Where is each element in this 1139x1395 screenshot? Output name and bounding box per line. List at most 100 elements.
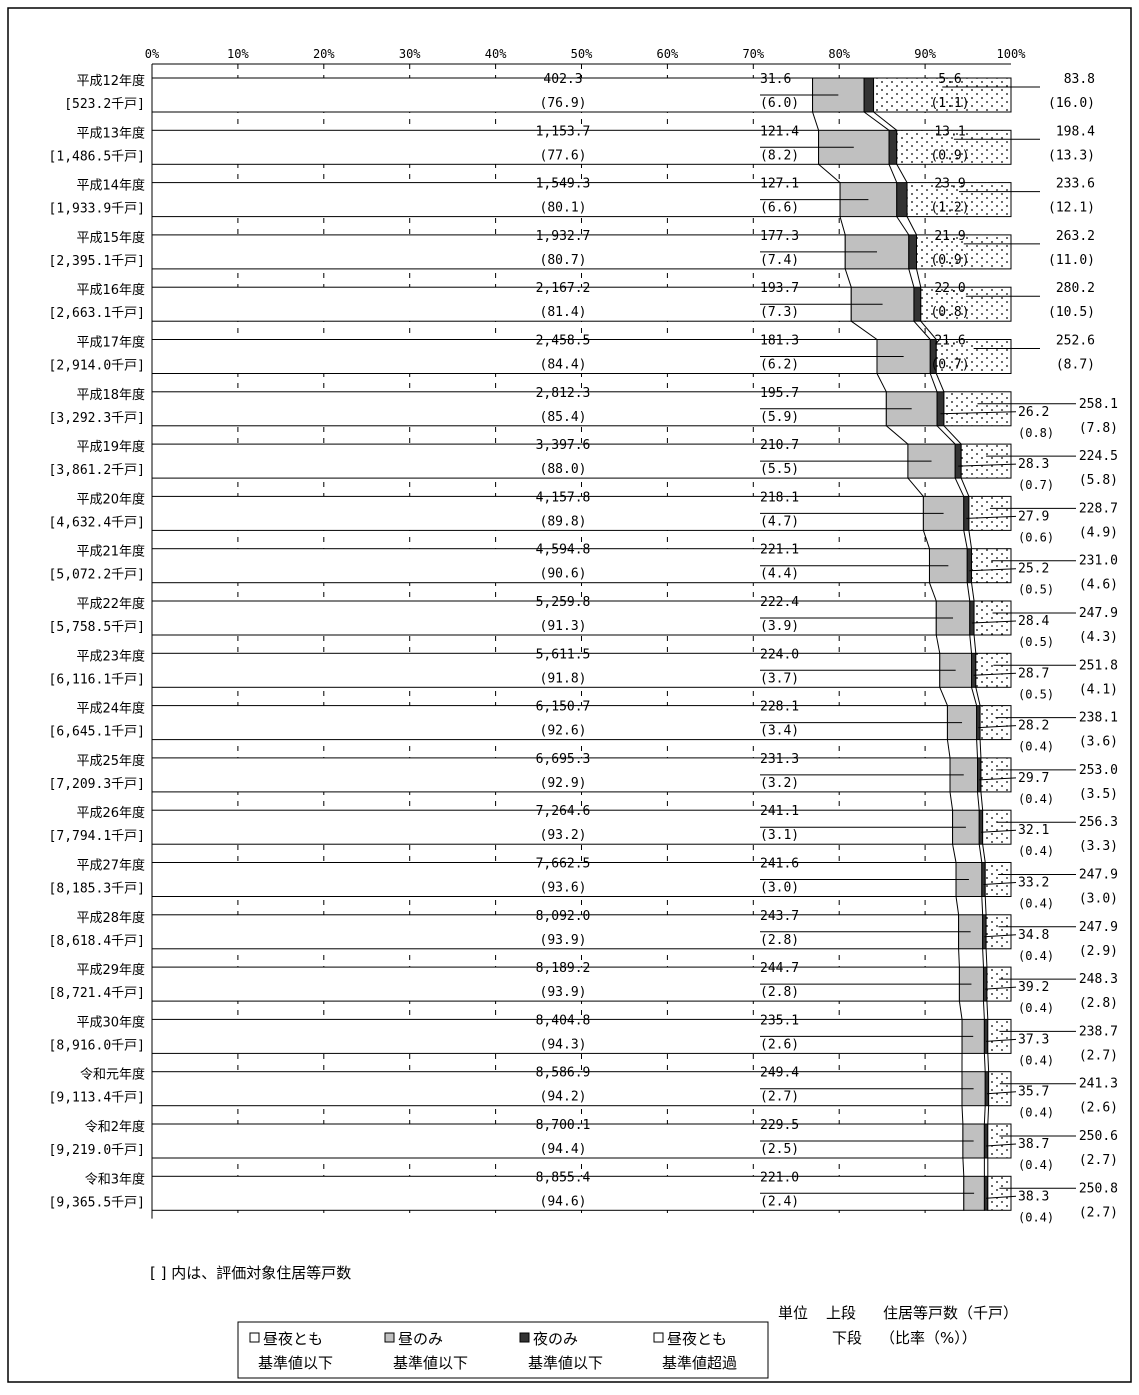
category-total-label: [4,632.4千戸]: [49, 515, 145, 530]
value-label-night-below: 37.3: [1018, 1032, 1049, 1047]
pct-label-night-below: (0.8): [930, 305, 969, 320]
connector-line: [977, 792, 979, 810]
value-label-day-below: 210.7: [760, 438, 799, 453]
bar-segment-both-exceed: [980, 706, 1011, 740]
value-label-both-below: 4,594.8: [536, 543, 591, 558]
category-total-label: [3,861.2千戸]: [49, 463, 145, 478]
value-label-day-below: 235.1: [760, 1013, 799, 1028]
value-label-day-below: 127.1: [760, 177, 799, 192]
pct-label-both-below: (77.6): [540, 148, 587, 163]
value-label-both-below: 8,586.9: [536, 1066, 591, 1081]
category-total-label: [2,395.1千戸]: [49, 254, 145, 269]
category-total-label: [9,113.4千戸]: [49, 1091, 145, 1106]
value-label-night-below: 13.1: [934, 124, 965, 139]
category-total-label: [5,758.5千戸]: [49, 620, 145, 635]
value-label-night-below: 28.3: [1018, 457, 1049, 472]
pct-label-day-below: (2.8): [760, 985, 799, 1000]
bar-segment-night-below: [937, 392, 944, 426]
value-label-both-below: 8,189.2: [536, 961, 591, 976]
value-label-both-exceed: 238.1: [1079, 711, 1118, 726]
connector-line: [976, 687, 980, 705]
value-label-night-below: 23.9: [934, 177, 965, 192]
pct-label-both-exceed: (3.5): [1079, 787, 1118, 802]
value-label-night-below: 21.6: [934, 334, 965, 349]
category-year-label: 平成25年度: [76, 753, 145, 769]
pct-label-day-below: (6.2): [760, 358, 799, 373]
pct-label-night-below: (0.5): [1018, 635, 1054, 649]
bar-segment-night-below: [909, 235, 917, 269]
category-year-label: 令和2年度: [85, 1119, 145, 1135]
pct-label-day-below: (2.5): [760, 1142, 799, 1157]
pct-label-night-below: (0.9): [930, 253, 969, 268]
category-year-label: 平成28年度: [76, 910, 145, 926]
bar-segment-night-below: [967, 549, 971, 583]
pct-label-day-below: (3.4): [760, 724, 799, 739]
category-total-label: [8,618.4千戸]: [49, 934, 145, 949]
category-year-label: 平成27年度: [76, 858, 145, 874]
pct-label-day-below: (4.4): [760, 567, 799, 582]
pct-label-night-below: (0.8): [1018, 426, 1054, 440]
value-label-night-below: 33.2: [1018, 876, 1049, 891]
value-label-day-below: 121.4: [760, 124, 799, 139]
pct-label-both-exceed: (13.3): [1048, 148, 1095, 163]
note-text: [ ] 内は、評価対象住居等戸数: [150, 1264, 351, 1282]
pct-label-both-below: (92.6): [540, 724, 587, 739]
value-label-both-exceed: 256.3: [1079, 815, 1118, 830]
connector-line: [969, 530, 972, 548]
value-label-both-exceed: 253.0: [1079, 763, 1118, 778]
pct-label-both-exceed: (4.6): [1079, 578, 1118, 593]
pct-label-both-below: (94.6): [540, 1194, 587, 1209]
pct-label-both-below: (93.2): [540, 828, 587, 843]
category-total-label: [6,645.1千戸]: [49, 725, 145, 740]
value-label-both-exceed: 231.0: [1079, 554, 1118, 569]
pct-label-both-below: (91.8): [540, 671, 587, 686]
bar-segment-both-exceed: [983, 810, 1011, 844]
category-year-label: 平成13年度: [76, 125, 145, 141]
value-label-both-exceed: 251.8: [1079, 658, 1118, 673]
pct-label-night-below: (0.4): [1018, 740, 1054, 754]
value-label-both-below: 6,695.3: [536, 752, 591, 767]
bar-segment-night-below: [889, 130, 897, 164]
x-tick-label: 10%: [227, 47, 249, 61]
bar-segment-both-exceed: [988, 1019, 1011, 1053]
bar-segment-night-below: [864, 78, 873, 112]
pct-label-day-below: (3.1): [760, 828, 799, 843]
value-label-night-below: 28.2: [1018, 719, 1049, 734]
value-label-both-below: 1,932.7: [536, 229, 591, 244]
category-total-label: [9,219.0千戸]: [49, 1143, 145, 1158]
legend-label-line2: 基準値以下: [258, 1354, 333, 1372]
value-label-both-below: 8,404.8: [536, 1013, 591, 1028]
legend-swatch: [520, 1333, 529, 1342]
connector-line: [956, 897, 959, 915]
pct-label-day-below: (2.8): [760, 933, 799, 948]
value-label-day-below: 181.3: [760, 334, 799, 349]
category-year-label: 平成23年度: [76, 648, 145, 664]
value-label-both-below: 5,259.8: [536, 595, 591, 610]
pct-label-night-below: (0.4): [1018, 844, 1054, 858]
value-label-night-below: 39.2: [1018, 980, 1049, 995]
connector-line: [979, 844, 982, 862]
value-label-night-below: 25.2: [1018, 562, 1049, 577]
pct-label-both-below: (93.9): [540, 933, 587, 948]
pct-label-both-exceed: (8.7): [1056, 358, 1095, 373]
connector-line: [840, 217, 845, 235]
connector-line: [923, 530, 929, 548]
category-year-label: 平成16年度: [76, 282, 145, 298]
value-label-both-exceed: 247.9: [1079, 868, 1118, 883]
bar-segment-both-below: [152, 287, 851, 321]
bar-segment-night-below: [985, 1072, 988, 1106]
connector-line: [877, 374, 886, 392]
connector-line: [972, 687, 977, 705]
value-label-night-below: 28.7: [1018, 666, 1049, 681]
pct-label-both-below: (84.4): [540, 358, 587, 373]
value-label-night-below: 5.6: [938, 72, 961, 87]
pct-label-both-exceed: (7.8): [1079, 421, 1118, 436]
connector-line: [987, 1001, 988, 1019]
pct-label-both-exceed: (5.8): [1079, 473, 1118, 488]
category-year-label: 平成30年度: [76, 1014, 145, 1030]
connector-line: [964, 530, 967, 548]
pct-label-both-exceed: (2.9): [1079, 944, 1118, 959]
pct-label-both-below: (91.3): [540, 619, 587, 634]
pct-label-day-below: (5.9): [760, 410, 799, 425]
